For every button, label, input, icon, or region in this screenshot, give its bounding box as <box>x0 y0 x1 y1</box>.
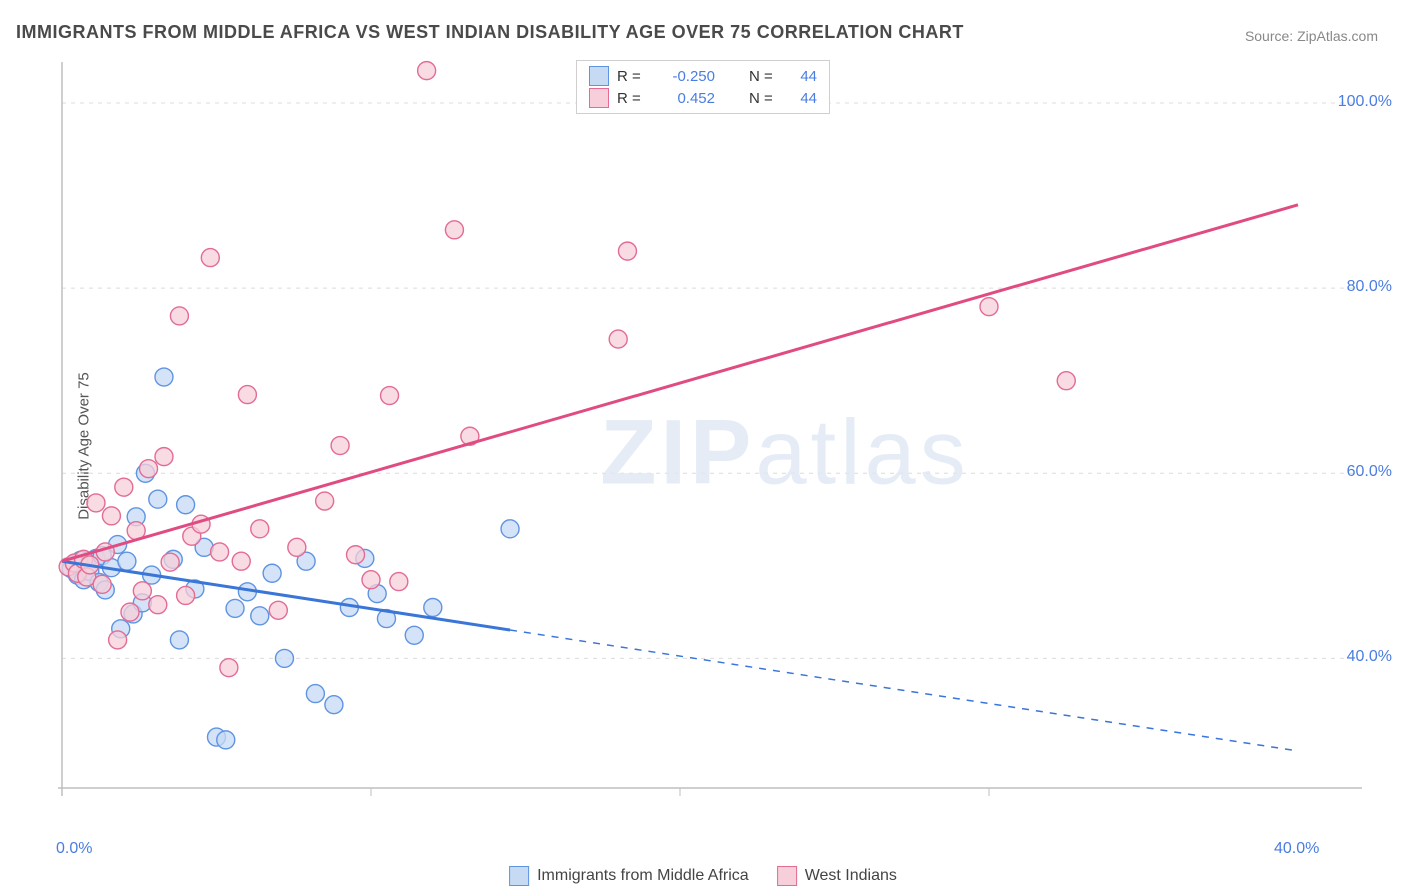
legend-stat-row: R = 0.452 N = 44 <box>589 87 817 109</box>
legend-series-item: West Indians <box>777 866 897 886</box>
legend-r-label: R = <box>617 68 647 85</box>
legend-n-value: 44 <box>787 68 817 85</box>
legend-swatch <box>589 66 609 86</box>
x-tick-label: 0.0% <box>56 840 92 858</box>
legend-swatch <box>589 88 609 108</box>
y-tick-label: 60.0% <box>1347 463 1392 481</box>
legend-n-label: N = <box>749 90 779 107</box>
source-name[interactable]: ZipAtlas.com <box>1297 28 1378 44</box>
scatter-chart <box>48 58 1388 848</box>
legend-series-item: Immigrants from Middle Africa <box>509 866 749 886</box>
series-legend: Immigrants from Middle Africa West Indian… <box>509 866 897 886</box>
legend-swatch <box>777 866 797 886</box>
x-tick-label: 40.0% <box>1274 840 1319 858</box>
correlation-legend: R = -0.250 N = 44 R = 0.452 N = 44 <box>576 60 830 114</box>
chart-title: IMMIGRANTS FROM MIDDLE AFRICA VS WEST IN… <box>16 22 964 43</box>
source-label: Source: <box>1245 28 1293 44</box>
legend-r-value: 0.452 <box>655 90 715 107</box>
legend-series-name: Immigrants from Middle Africa <box>537 867 749 885</box>
legend-n-label: N = <box>749 68 779 85</box>
y-tick-label: 100.0% <box>1338 93 1392 111</box>
plot-area: ZIPatlas <box>48 58 1388 848</box>
legend-n-value: 44 <box>787 90 817 107</box>
legend-swatch <box>509 866 529 886</box>
legend-r-value: -0.250 <box>655 68 715 85</box>
y-tick-label: 40.0% <box>1347 648 1392 666</box>
legend-stat-row: R = -0.250 N = 44 <box>589 65 817 87</box>
y-tick-label: 80.0% <box>1347 278 1392 296</box>
legend-r-label: R = <box>617 90 647 107</box>
legend-series-name: West Indians <box>805 867 897 885</box>
source-attribution: Source: ZipAtlas.com <box>1245 28 1378 44</box>
